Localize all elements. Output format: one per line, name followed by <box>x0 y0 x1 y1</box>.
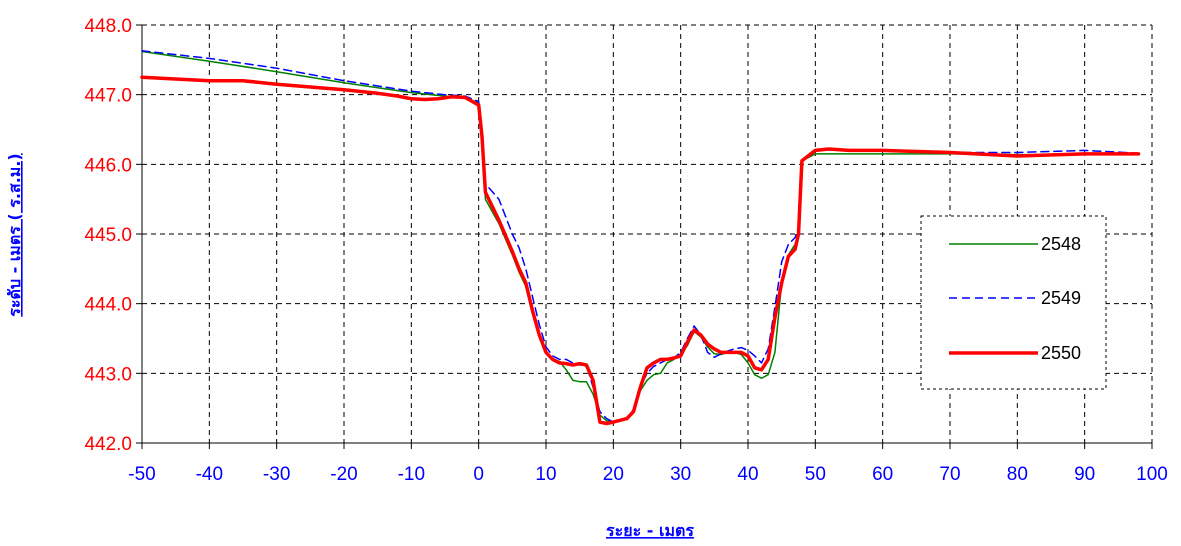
legend-items: 2548 2549 2550 <box>949 234 1081 363</box>
x-tick-label: 80 <box>1007 464 1028 485</box>
x-tick-label: 10 <box>535 464 556 485</box>
x-tick-label: -30 <box>263 464 290 485</box>
legend: 2548 2549 2550 <box>920 215 1107 390</box>
x-tick-label: 40 <box>737 464 758 485</box>
y-tick-label: 447.0 <box>84 86 132 107</box>
x-tick-label: -10 <box>398 464 425 485</box>
x-tick-label: 20 <box>603 464 624 485</box>
legend-label-2549: 2549 <box>1041 288 1081 308</box>
y-axis-title: ระดับ - เมตร ( ร.ส.ม.) <box>5 153 24 316</box>
legend-label-2548: 2548 <box>1041 234 1081 254</box>
x-tick-label: 60 <box>872 464 893 485</box>
series-layer <box>140 50 1141 426</box>
x-tick-label: 50 <box>805 464 826 485</box>
x-tick-label: 70 <box>939 464 960 485</box>
x-tick-label: 30 <box>670 464 691 485</box>
x-tick-label: 90 <box>1074 464 1095 485</box>
y-tick-label: 443.0 <box>84 364 132 385</box>
axis-layer <box>136 24 1153 449</box>
x-tick-label: 100 <box>1136 464 1168 485</box>
x-tick-label: -50 <box>128 464 155 485</box>
x-tick-label: 0 <box>473 464 484 485</box>
y-tick-label: 445.0 <box>84 225 132 246</box>
tick-labels: -50 -40 -30 -20 -10 0 10 20 30 40 50 60 70 80 90 100 442… <box>84 16 1167 485</box>
x-tick-label: -20 <box>330 464 357 485</box>
x-axis-title: ระยะ - เมตร <box>606 521 694 540</box>
y-tick-label: 442.0 <box>84 434 132 455</box>
series-line-2550 <box>140 75 1141 426</box>
legend-box <box>920 215 1107 390</box>
y-tick-label: 446.0 <box>84 155 132 176</box>
legend-label-2550: 2550 <box>1041 343 1081 363</box>
x-tick-label: -40 <box>196 464 223 485</box>
y-tick-label: 448.0 <box>84 16 132 37</box>
series-line-2549 <box>141 50 1140 423</box>
y-tick-label: 444.0 <box>84 295 132 316</box>
